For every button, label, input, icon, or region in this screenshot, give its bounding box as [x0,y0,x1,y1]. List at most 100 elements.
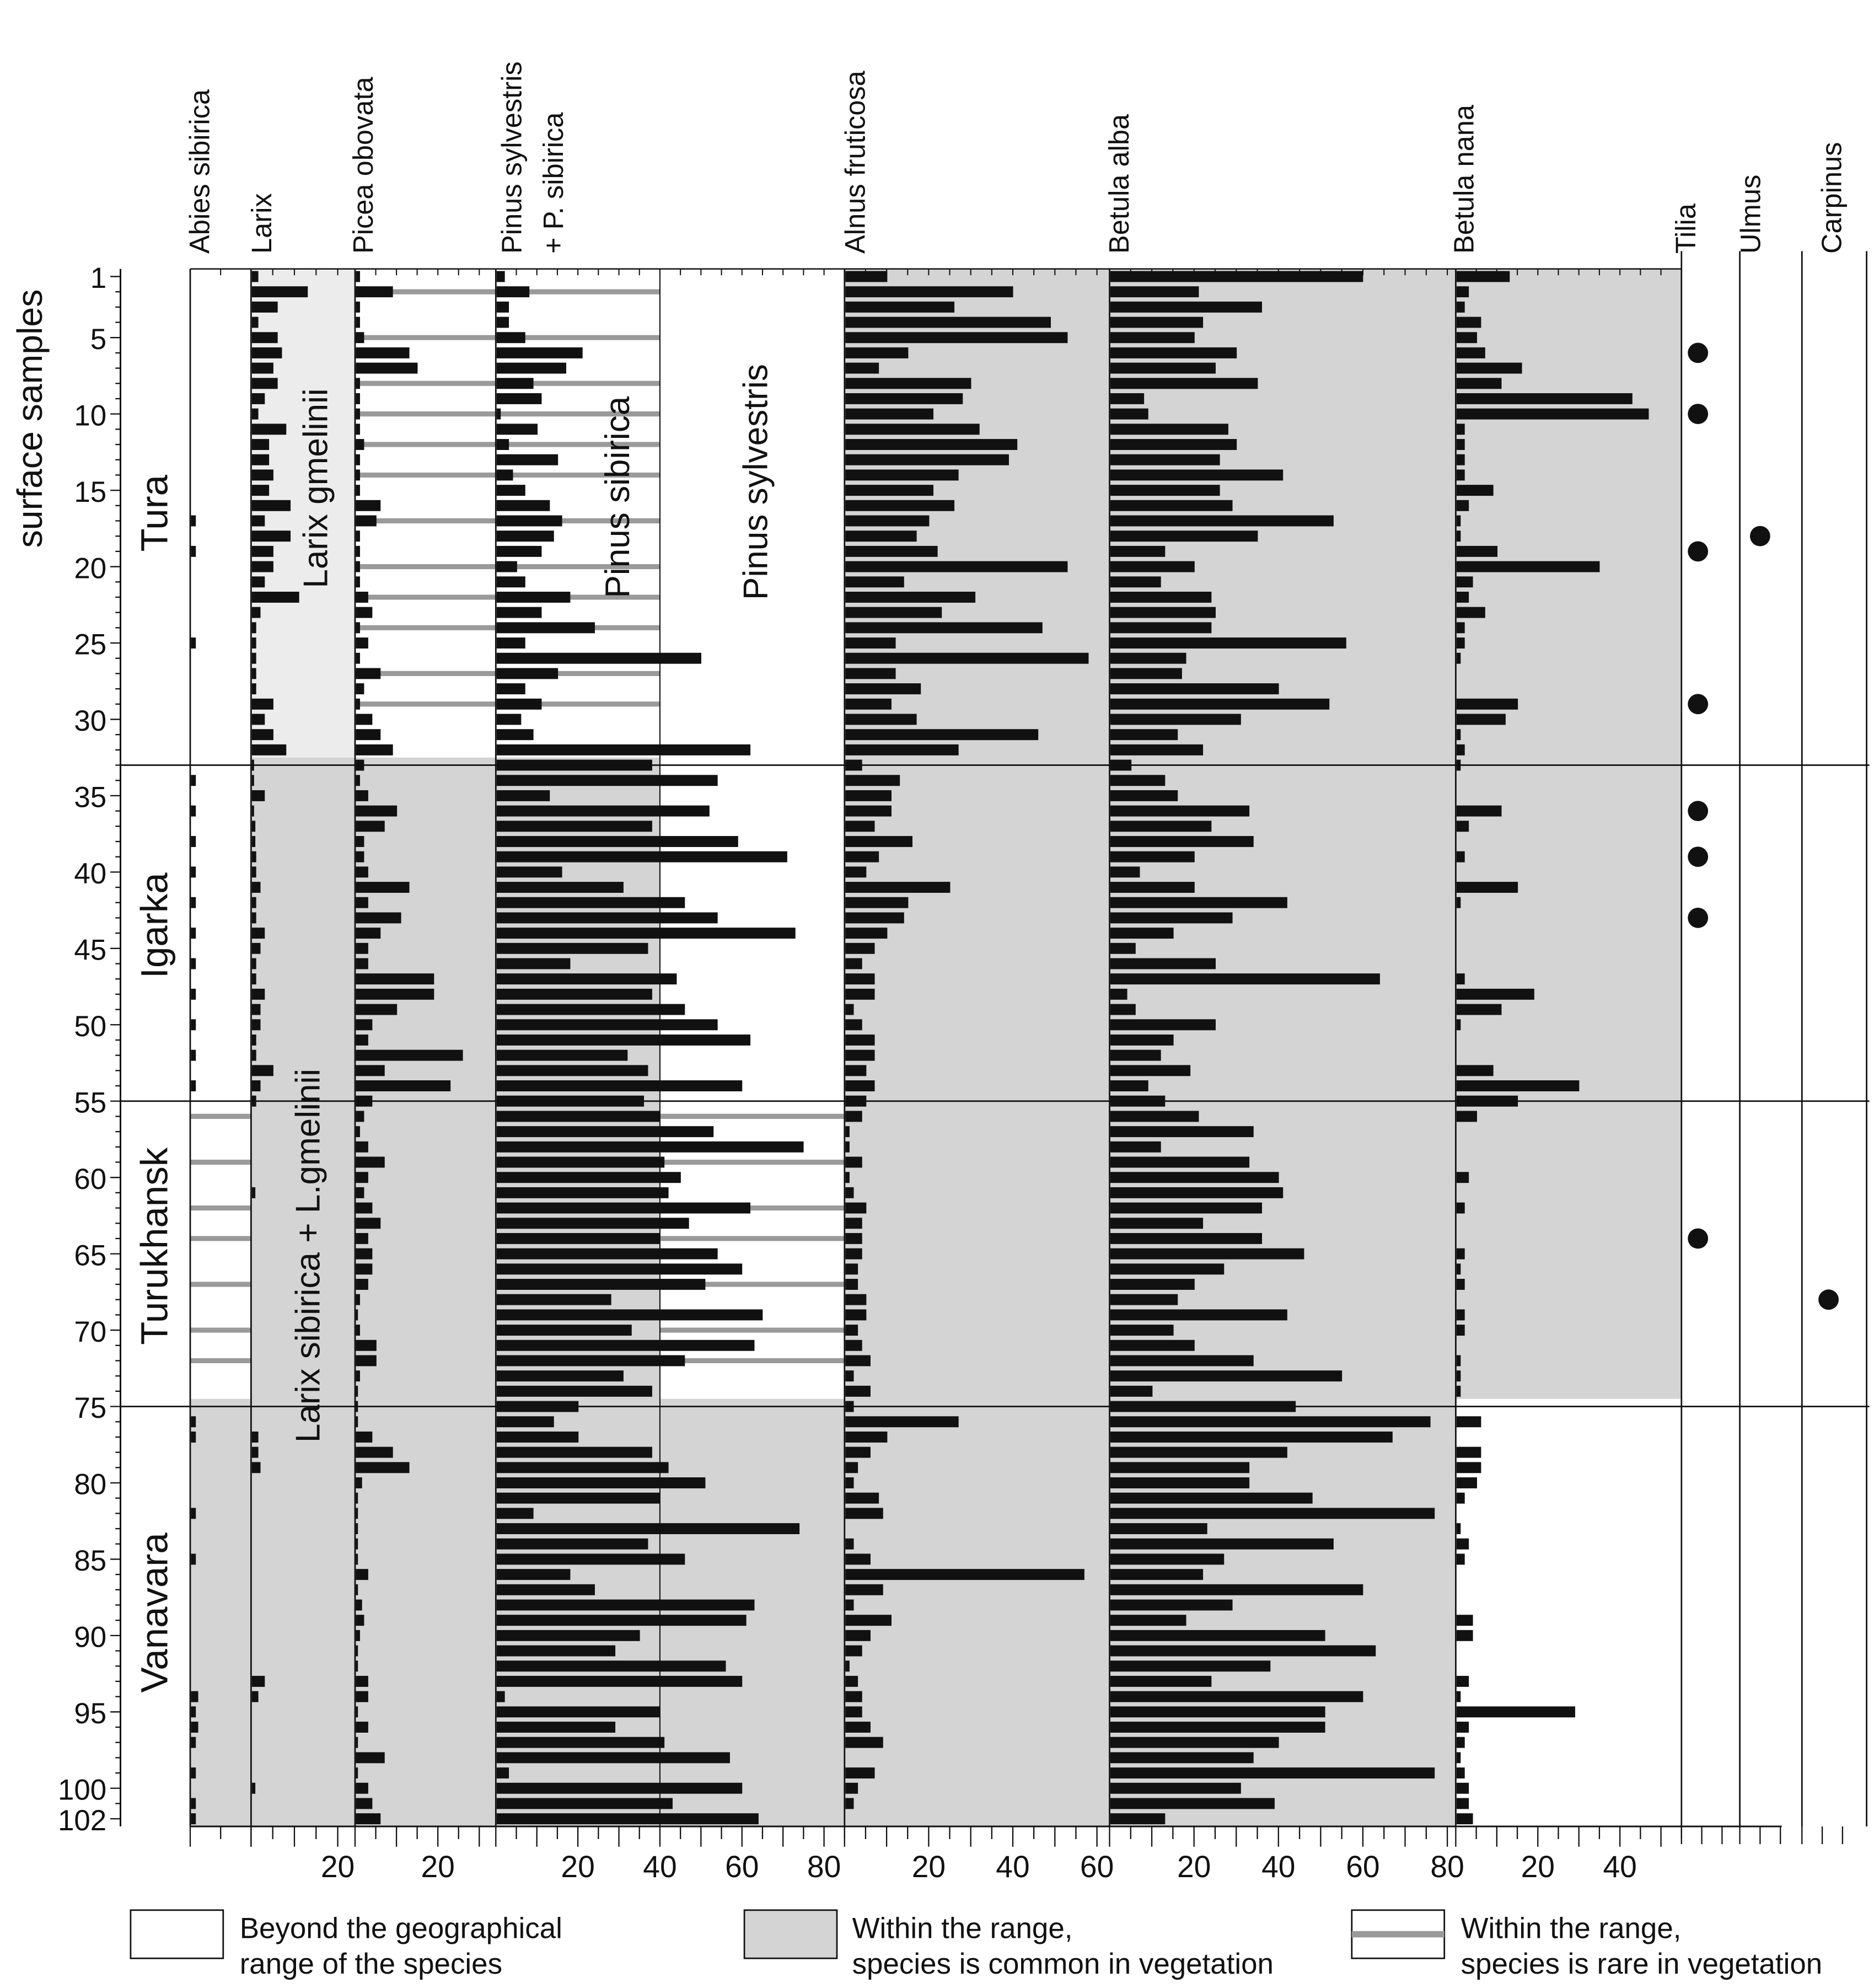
bar-betula-alba [1110,1325,1174,1336]
bar-betula-alba [1110,1584,1363,1595]
bar-abies-sibirica [191,545,196,557]
bar-picea-obovata [356,1218,381,1229]
bar-betula-nana [1456,317,1481,328]
bar-betula-alba [1110,912,1233,924]
bar-betula-alba [1110,958,1216,969]
bar-picea-obovata [356,317,360,328]
bar-betula-nana [1456,1446,1481,1458]
bar-betula-alba [1110,1706,1325,1718]
bar-betula-alba [1110,1798,1275,1809]
bar-betula-alba [1110,286,1199,298]
bar-pinus-sylvestris-p-sibirica [496,1034,751,1046]
bar-larix [251,424,287,435]
bar-pinus-sylvestris-p-sibirica [496,1798,673,1809]
bar-larix [251,393,265,404]
bar-betula-nana [1456,424,1465,435]
bar-larix [251,301,278,313]
bar-larix [251,362,273,374]
x-tick-label: 40 [1261,1850,1295,1884]
bar-larix [251,866,256,878]
region-label-vanavara: Vanavara [133,1532,176,1693]
range-background [251,757,355,1826]
bar-betula-alba [1110,1645,1376,1657]
bar-betula-nana [1456,1523,1461,1535]
y-axis-title: surface samples [10,290,50,548]
bar-pinus-sylvestris-p-sibirica [496,821,652,832]
bar-pinus-sylvestris-p-sibirica [496,439,509,451]
bar-larix [251,454,270,465]
bar-pinus-sylvestris-p-sibirica [496,545,542,557]
bar-betula-nana [1456,729,1461,741]
bar-betula-alba [1110,637,1346,649]
bar-pinus-sylvestris-p-sibirica [496,1248,718,1260]
bar-picea-obovata [356,1141,368,1153]
bar-betula-nana [1456,378,1502,389]
presence-dot-tilia [1688,801,1709,822]
bar-abies-sibirica [191,1813,196,1825]
bar-pinus-sylvestris-p-sibirica [496,332,525,344]
bar-betula-alba [1110,301,1263,313]
bar-alnus-fruticosa [845,362,879,374]
bar-betula-alba [1110,1538,1334,1550]
bar-picea-obovata [356,1737,358,1748]
bar-picea-obovata [356,1462,410,1473]
bar-betula-nana [1456,882,1518,893]
bar-betula-alba [1110,836,1254,847]
bar-picea-obovata [356,1294,360,1305]
bar-picea-obovata [356,652,360,664]
legend-label: Beyond the geographical [240,1912,562,1944]
bar-betula-alba [1110,332,1195,344]
bar-picea-obovata [356,1782,368,1794]
bar-pinus-sylvestris-p-sibirica [496,607,542,618]
bar-betula-alba [1110,1339,1195,1351]
zone-label: Pinus sibirica [599,396,637,598]
bar-betula-nana [1456,1782,1469,1794]
bar-larix [251,439,270,451]
panel-header: Alnus fruticosa [840,70,871,254]
bar-larix [251,576,265,588]
bar-larix [251,744,287,755]
bar-larix [251,591,299,603]
bar-betula-nana [1456,1325,1465,1336]
bar-larix [251,882,261,893]
zone-label: Larix gmelinii [297,388,335,588]
bar-betula-nana [1456,1004,1502,1015]
bar-abies-sibirica [191,1798,196,1809]
bar-betula-nana [1456,1111,1477,1122]
bar-alnus-fruticosa [845,1294,867,1305]
bar-betula-nana [1456,485,1494,496]
bar-picea-obovata [356,439,364,451]
bar-alnus-fruticosa [845,1569,1084,1580]
y-tick-label: 45 [74,934,106,967]
bar-abies-sibirica [191,1080,196,1091]
bar-picea-obovata [356,531,360,542]
bar-betula-alba [1110,1569,1204,1580]
region-label-turukhansk: Turukhansk [133,1147,176,1344]
bar-abies-sibirica [191,928,196,939]
bar-betula-alba [1110,866,1140,878]
bar-larix [251,897,256,908]
bar-pinus-sylvestris-p-sibirica [496,1279,706,1290]
bar-betula-alba [1110,729,1178,741]
panel-header: Abies sibirica [184,89,216,254]
bar-picea-obovata [356,576,360,588]
y-tick-label: 15 [74,476,106,508]
bar-larix [251,928,265,939]
bar-pinus-sylvestris-p-sibirica [496,576,525,588]
bar-betula-nana [1456,393,1633,404]
bar-betula-alba [1110,1416,1431,1428]
bar-picea-obovata [356,1355,377,1367]
bar-larix [251,714,265,725]
bar-pinus-sylvestris-p-sibirica [496,1706,661,1718]
bar-larix [251,652,256,664]
bar-larix [251,1431,259,1443]
bar-betula-alba [1110,1660,1271,1672]
bar-pinus-sylvestris-p-sibirica [496,1126,714,1138]
bar-betula-nana [1456,821,1469,832]
bar-alnus-fruticosa [845,1431,888,1443]
y-tick-label: 85 [74,1545,106,1577]
bar-larix [251,698,273,710]
bar-pinus-sylvestris-p-sibirica [496,408,501,420]
zone-label: Pinus sylvestris [737,364,775,600]
bar-betula-nana [1456,1477,1477,1488]
